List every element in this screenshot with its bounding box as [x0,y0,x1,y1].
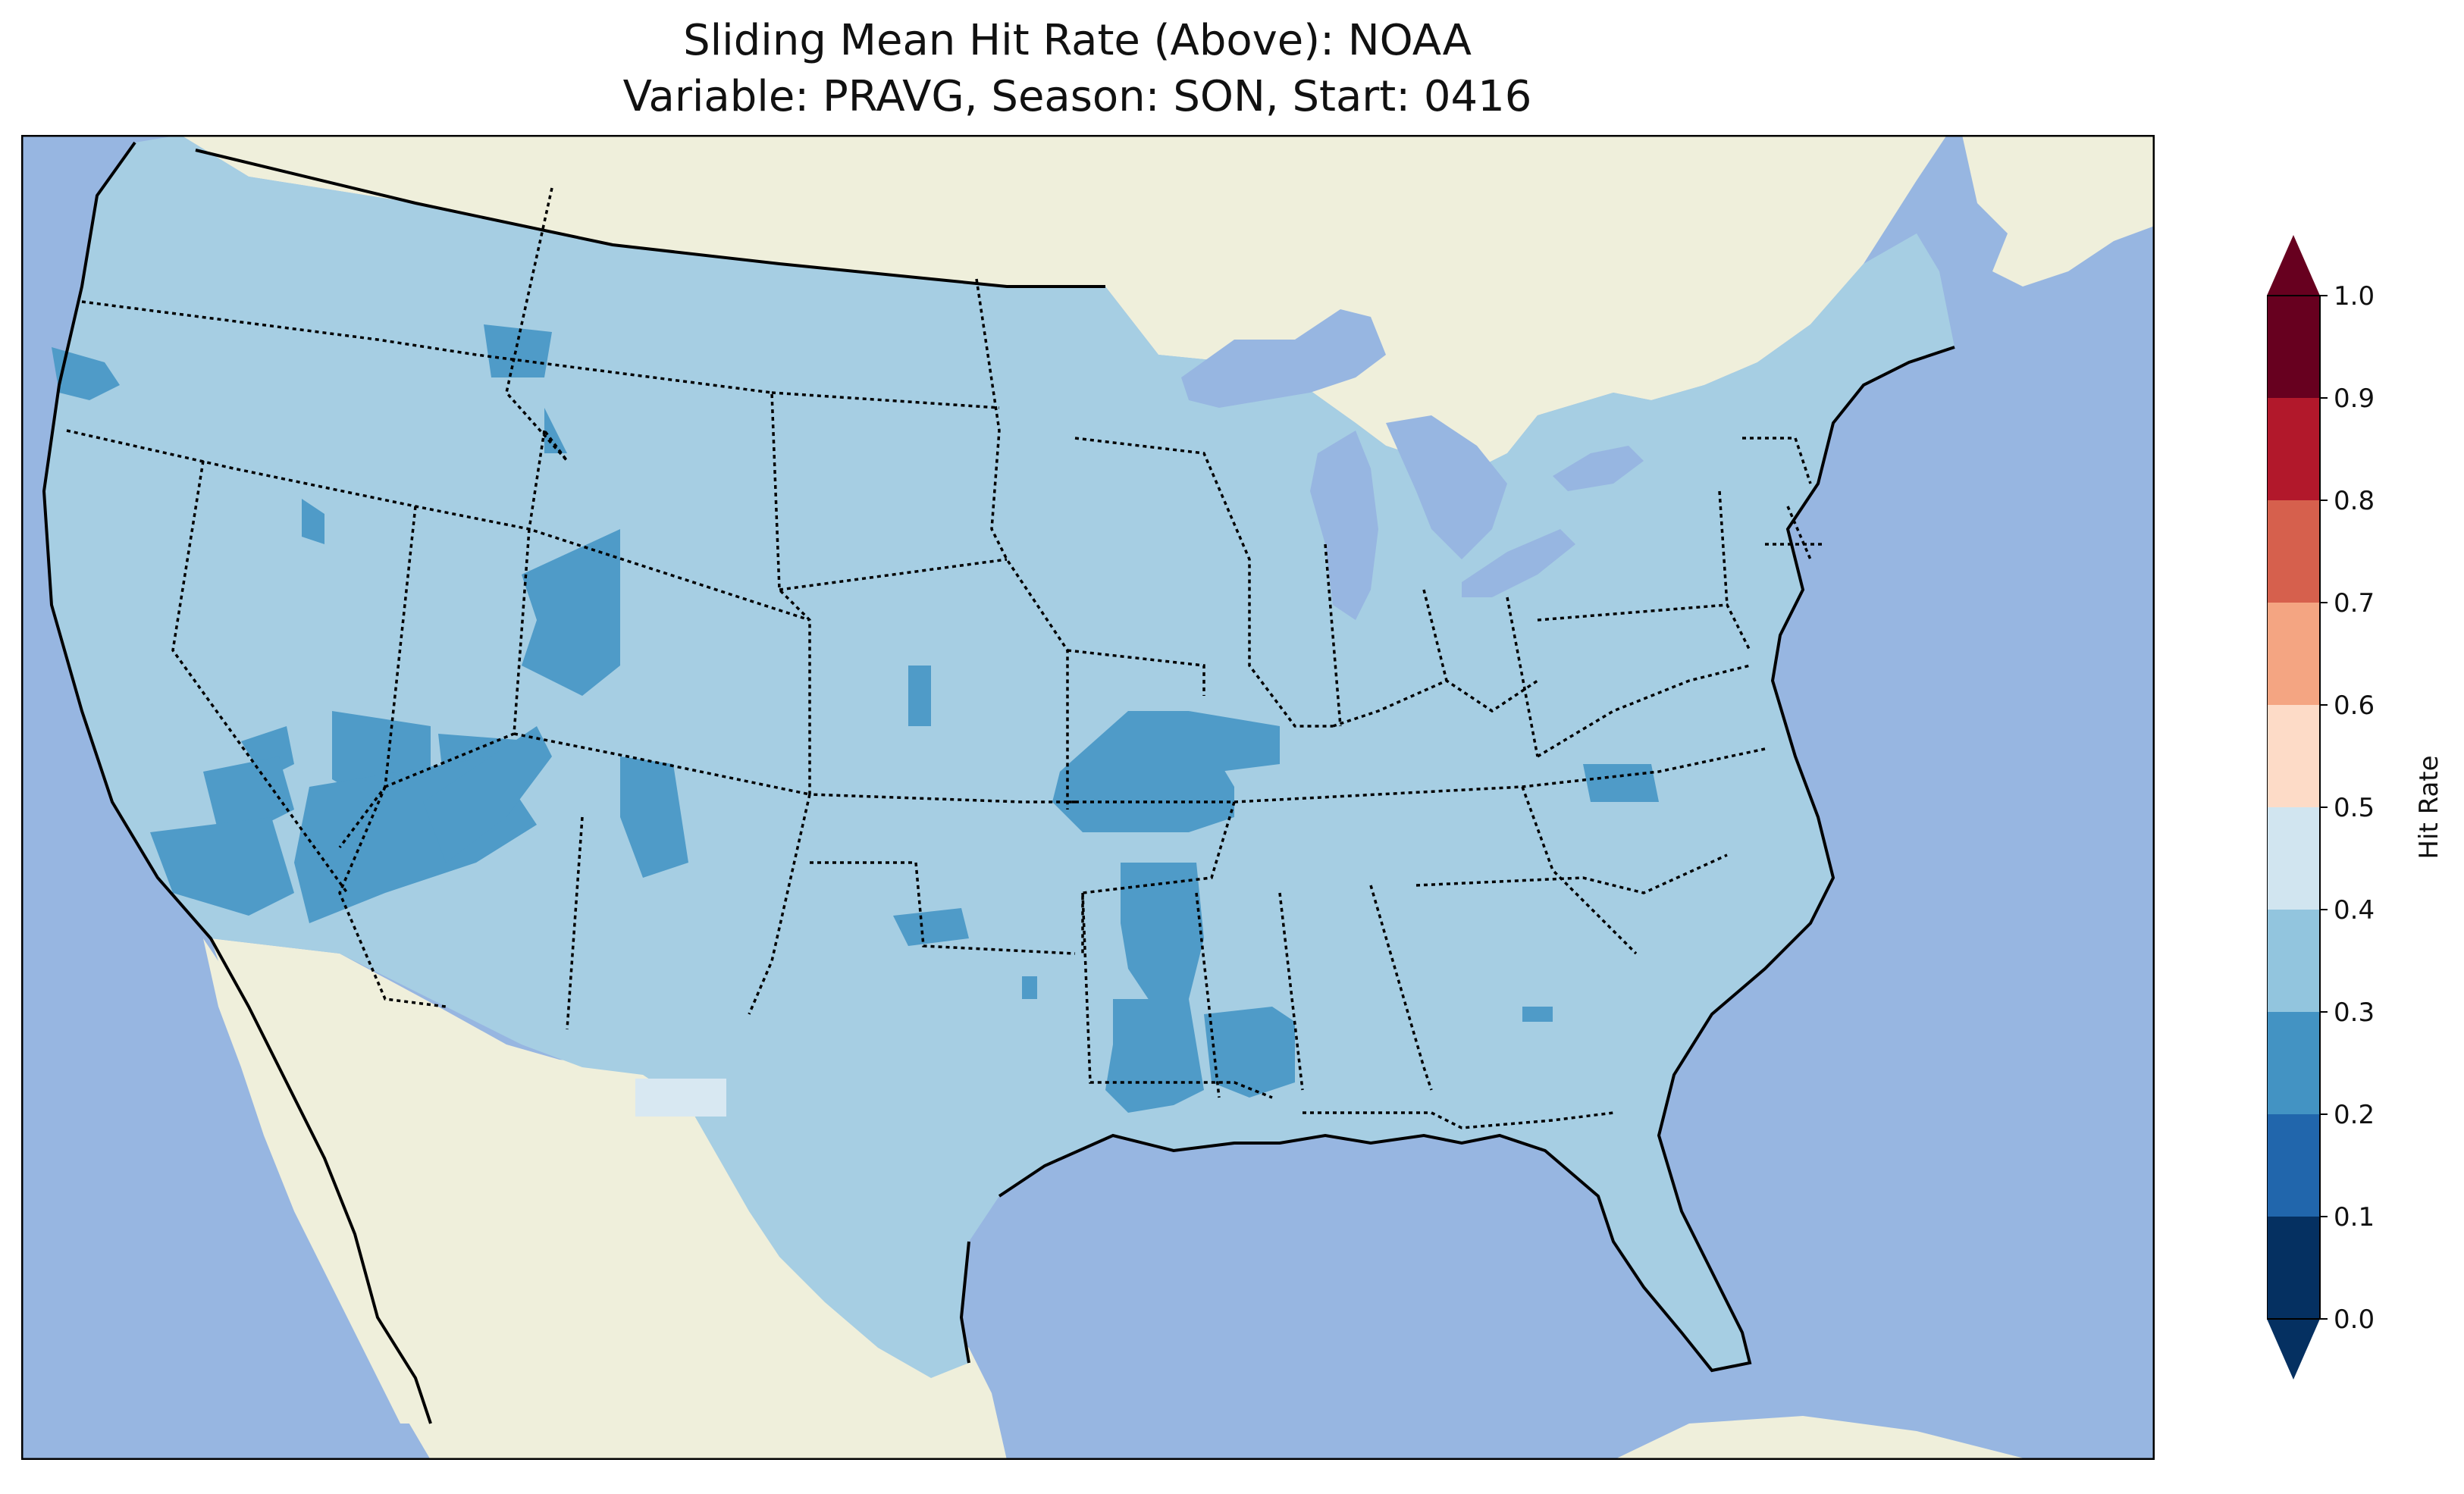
chart-title-line2: Variable: PRAVG, Season: SON, Start: 041… [622,72,1532,121]
colorbar-bin [2267,500,2320,603]
colorbar-extend-high [2267,235,2320,296]
colorbar-bin [2267,1012,2320,1114]
colorbar-tick-label: 0.1 [2334,1202,2375,1232]
hit-rate-low-patch [203,756,294,832]
lake-erie [1462,529,1575,597]
map-panel [21,135,2155,1460]
land-cuba [1613,1416,2030,1460]
colorbar-bin [2267,398,2320,500]
colorbar-tick-label: 0.8 [2334,486,2375,516]
lake-superior [1181,309,1386,408]
colorbar-bin [2267,1114,2320,1217]
land-canada [180,135,1947,476]
hit-rate-low-patch [1204,1007,1295,1098]
hit-rate-low-patch [1121,863,1204,1014]
land-baja [203,938,431,1424]
colorbar-tick-label: 0.4 [2334,895,2375,926]
us-canada-border [195,149,1105,288]
colorbar-tick-label: 0.6 [2334,691,2375,721]
colorbar-tick-label: 0.0 [2334,1305,2375,1335]
hit-rate-low-patch [423,726,552,863]
colorbar-bins [2267,296,2320,1319]
hit-rate-low-patch [150,817,294,916]
land-maritimes [1962,135,2155,287]
hit-rate-low-patches [52,324,1659,1113]
colorbar-bin [2267,807,2320,910]
colorbar-tick-label: 0.2 [2334,1100,2375,1130]
hit-rate-low-patch [893,908,969,946]
colorbar-bin [2267,910,2320,1012]
colorbar-bin [2267,296,2320,398]
colorbar-tick-label: 0.7 [2334,588,2375,619]
lake-huron [1386,415,1507,559]
colorbar-tick-label: 0.3 [2334,998,2375,1028]
hit-rate-low-patch [908,666,931,726]
state-borders [66,187,1826,1129]
hit-rate-low-patch [302,499,324,544]
hit-rate-low-patch [1105,999,1204,1113]
colorbar-label: Hit Rate [2414,755,2444,859]
coastline [42,141,1955,1424]
land-conus [44,135,1955,1378]
hit-rate-low-patch [1583,764,1659,802]
hit-rate-low-patch [484,324,552,377]
colorbar: 0.0 0.1 0.2 0.3 0.4 0.5 0.6 0.7 0.8 0.9 1.0 Hit Ra… [2267,235,2444,1380]
land-mexico [211,938,1007,1460]
lake-michigan [1310,431,1378,620]
colorbar-tick-label: 0.5 [2334,793,2375,823]
colorbar-bin [2267,705,2320,807]
colorbar-ticks: 0.0 0.1 0.2 0.3 0.4 0.5 0.6 0.7 0.8 0.9 1.0 [2320,281,2375,1335]
hit-rate-low-patch [1522,1007,1553,1022]
map-frame [21,135,2155,1460]
hit-rate-low-patch [620,756,688,878]
lake-ontario [1553,446,1644,491]
hit-rate-high-patch [635,1079,726,1117]
hit-rate-low-patch [1022,976,1037,999]
hit-rate-low-patch [1189,711,1280,772]
chart-title-line1: Sliding Mean Hit Rate (Above): NOAA [683,16,1472,65]
colorbar-bin [2267,603,2320,705]
hit-rate-low-patch [522,529,620,696]
colorbar-bin [2267,1217,2320,1319]
colorbar-extend-low [2267,1319,2320,1380]
hit-rate-low-patch [52,347,120,400]
colorbar-tick-label: 0.9 [2334,384,2375,414]
colorbar-tick-label: 1.0 [2334,281,2375,312]
